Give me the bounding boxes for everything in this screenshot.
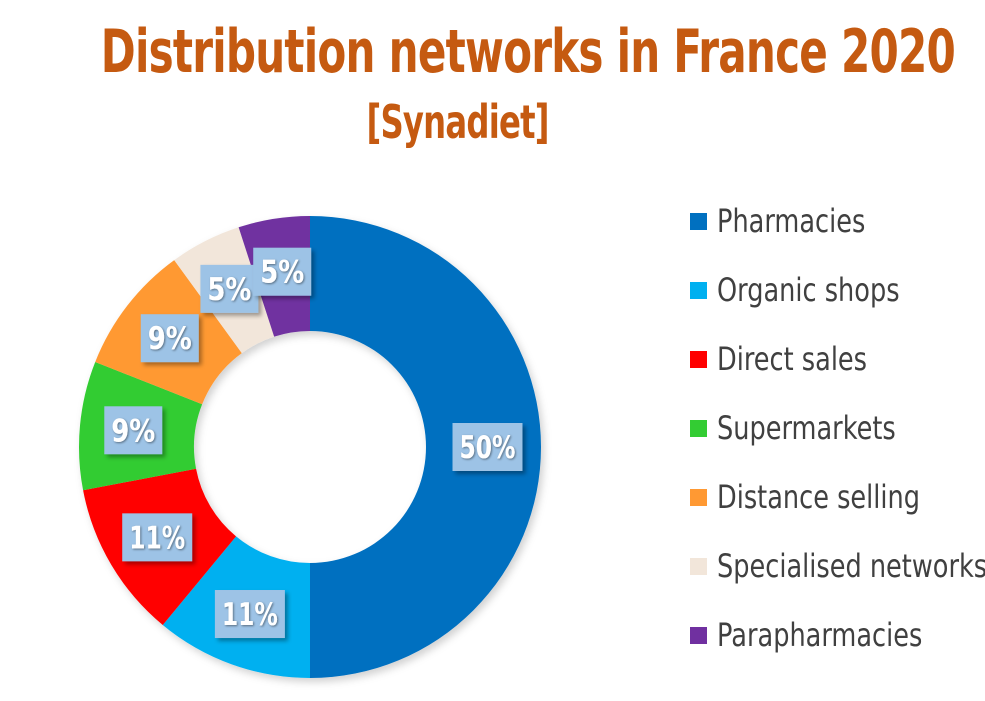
- legend-item-2: Direct sales: [690, 334, 982, 403]
- legend-swatch-6: [690, 627, 707, 644]
- data-label-3: 9%: [104, 406, 163, 455]
- data-label-text-3: 9%: [111, 413, 155, 449]
- legend-label-4: Distance selling: [717, 478, 920, 516]
- legend-item-5: Specialised networks: [690, 541, 985, 610]
- data-label-2: 11%: [122, 513, 193, 562]
- chart-title: Distribution networks in France 2020: [100, 17, 956, 87]
- data-label-box-2: [122, 513, 193, 562]
- legend-label-3: Supermarkets: [717, 409, 896, 447]
- data-label-text-1: 11%: [222, 597, 278, 633]
- legend-swatch-0: [690, 213, 707, 230]
- data-label-1: 11%: [214, 590, 285, 639]
- legend-swatch-1: [690, 282, 707, 299]
- data-label-text-5: 5%: [207, 272, 251, 308]
- legend-item-6: Parapharmacies: [690, 610, 982, 679]
- legend-label-6: Parapharmacies: [717, 616, 923, 654]
- data-label-text-0: 50%: [460, 430, 516, 466]
- legend-item-0: Pharmacies: [690, 196, 982, 265]
- legend-swatch-2: [690, 351, 707, 368]
- data-label-6: 5%: [253, 247, 312, 296]
- legend-item-1: Organic shops: [690, 265, 982, 334]
- legend-label-0: Pharmacies: [717, 202, 866, 240]
- data-label-box-5: [200, 264, 259, 313]
- data-label-box-4: [140, 314, 199, 363]
- legend-swatch-5: [690, 558, 707, 575]
- legend-swatch-4: [690, 489, 707, 506]
- data-label-box-1: [214, 590, 285, 639]
- legend-label-5: Specialised networks: [717, 547, 985, 585]
- data-label-text-4: 9%: [148, 321, 192, 357]
- chart-subtitle: [Synadiet]: [366, 95, 549, 149]
- legend-item-4: Distance selling: [690, 472, 982, 541]
- chart-legend: Pharmacies Organic shops Direct sales Super…: [690, 196, 985, 679]
- legend-item-3: Supermarkets: [690, 403, 982, 472]
- data-label-box-6: [253, 247, 312, 296]
- data-label-0: 50%: [452, 423, 523, 471]
- legend-swatch-3: [690, 420, 707, 437]
- data-label-text-2: 11%: [129, 520, 185, 556]
- data-label-5: 5%: [200, 264, 259, 313]
- legend-label-2: Direct sales: [717, 340, 868, 378]
- donut-slice-0: [310, 216, 541, 678]
- data-label-box-0: [452, 423, 523, 471]
- data-label-text-6: 5%: [260, 255, 304, 291]
- legend-label-1: Organic shops: [717, 271, 900, 309]
- data-label-box-3: [104, 406, 163, 455]
- data-label-4: 9%: [140, 314, 199, 363]
